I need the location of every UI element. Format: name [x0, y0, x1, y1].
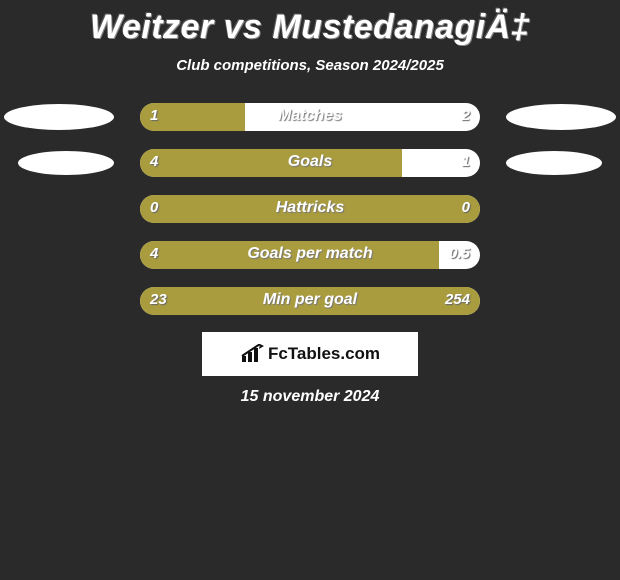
stat-metric-label: Min per goal	[140, 286, 480, 314]
stat-row: 12Matches	[0, 102, 620, 132]
stat-metric-label: Goals	[140, 148, 480, 176]
subtitle: Club competitions, Season 2024/2025	[0, 57, 620, 74]
player-oval-right	[506, 151, 602, 175]
stat-metric-label: Hattricks	[140, 194, 480, 222]
stat-row: 00Hattricks	[0, 194, 620, 224]
player-oval-left	[4, 104, 114, 130]
stat-row: 23254Min per goal	[0, 286, 620, 316]
site-logo[interactable]: FcTables.com	[202, 332, 418, 376]
page-title: Weitzer vs MustedanagiÄ‡	[0, 8, 620, 47]
chart-icon	[240, 344, 264, 364]
player-oval-left	[18, 151, 114, 175]
stat-row: 41Goals	[0, 148, 620, 178]
logo-text: FcTables.com	[268, 344, 380, 364]
date-label: 15 november 2024	[0, 388, 620, 406]
stat-metric-label: Matches	[140, 102, 480, 130]
player-oval-right	[506, 104, 616, 130]
stat-row: 40.5Goals per match	[0, 240, 620, 270]
comparison-card: Weitzer vs MustedanagiÄ‡ Club competitio…	[0, 0, 620, 580]
stat-rows: 12Matches 41Goals 00Hattricks 40.5Goals per…	[0, 102, 620, 316]
stat-metric-label: Goals per match	[140, 240, 480, 268]
